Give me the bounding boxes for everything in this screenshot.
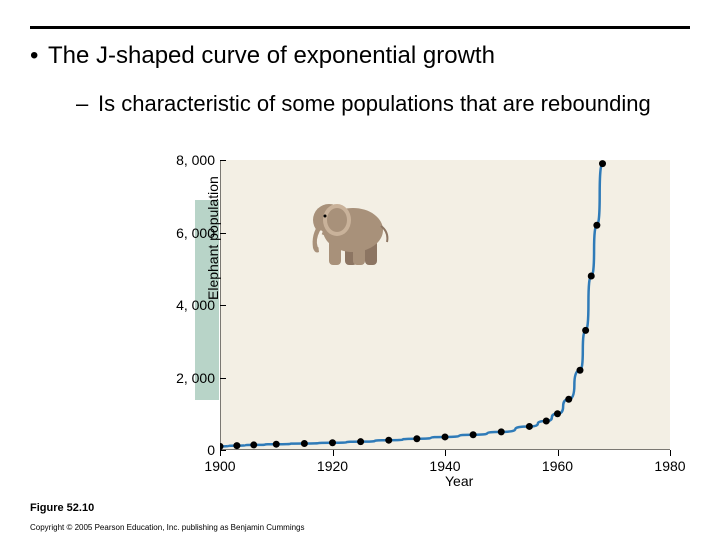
ytick-label: 6, 000 — [176, 225, 215, 241]
population-chart: Elephant population Year 8, 000 6, 000 4… — [90, 160, 690, 490]
xtick — [670, 450, 671, 456]
xtick-label: 1980 — [654, 458, 685, 474]
xtick — [220, 450, 221, 456]
xtick-label: 1960 — [542, 458, 573, 474]
xtick — [445, 450, 446, 456]
xtick — [558, 450, 559, 456]
ytick-label: 8, 000 — [176, 152, 215, 168]
x-axis-label: Year — [445, 473, 473, 489]
sub-bullet: Is characteristic of some populations th… — [98, 90, 660, 118]
chart-svg — [220, 160, 670, 450]
xtick-label: 1900 — [204, 458, 235, 474]
xtick-label: 1920 — [317, 458, 348, 474]
figure-label: Figure 52.10 — [30, 502, 94, 514]
ytick-label: 4, 000 — [176, 297, 215, 313]
ytick-label: 2, 000 — [176, 370, 215, 386]
main-bullet: The J-shaped curve of exponential growth — [48, 42, 680, 70]
slide-top-rule — [30, 26, 690, 29]
xtick-label: 1940 — [429, 458, 460, 474]
copyright-text: Copyright © 2005 Pearson Education, Inc.… — [30, 523, 305, 532]
xtick — [333, 450, 334, 456]
ytick-label: 0 — [207, 442, 215, 458]
